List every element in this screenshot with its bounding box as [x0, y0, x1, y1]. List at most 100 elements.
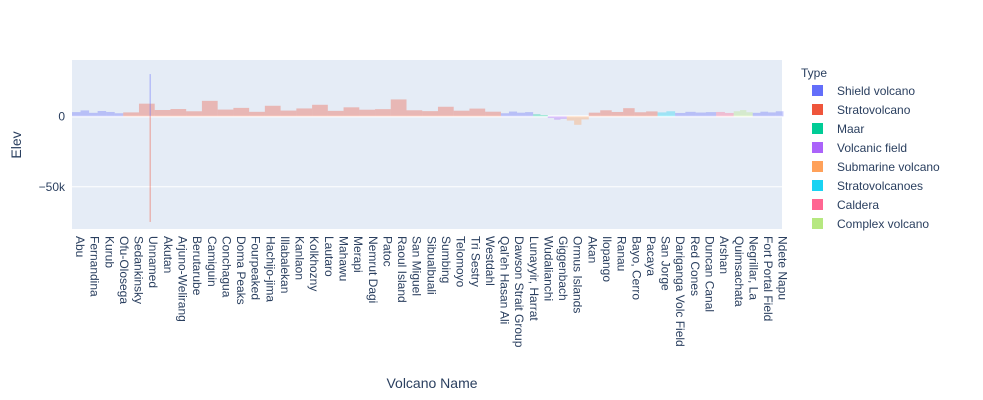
x-tick-label: Hachijo-jima	[263, 236, 277, 302]
x-tick-label: San Jorge	[659, 236, 673, 291]
x-axis-ticks: Abu Fernandina Kurub Ofu-Olosega Sedankinsky…	[73, 236, 790, 348]
bar	[233, 107, 250, 117]
bar	[406, 110, 423, 117]
legend-label: Maar	[837, 122, 864, 136]
x-tick-label: Berutarube	[190, 236, 204, 296]
legend-label: Submarine volcano	[837, 160, 940, 174]
bar	[525, 112, 534, 117]
bar	[312, 104, 328, 117]
y-axis-title: Elev	[8, 131, 24, 158]
x-tick-label: Doma Peaks	[234, 236, 248, 305]
bar	[186, 111, 202, 117]
bar	[327, 110, 344, 117]
legend-label: Complex volcano	[837, 217, 929, 231]
bar	[201, 100, 218, 117]
bar	[574, 116, 582, 125]
x-tick-label: Kurub	[102, 236, 116, 268]
x-tick-label: Ndete Napu	[776, 236, 790, 300]
bar	[675, 112, 686, 117]
x-tick-label: Sumbing	[439, 236, 453, 283]
x-tick-label: Sedankinsky	[132, 236, 146, 304]
bar	[517, 112, 526, 117]
bar	[97, 110, 107, 117]
bar	[666, 111, 676, 117]
x-tick-label: Kolkhozny	[307, 236, 321, 291]
x-tick-label: Sibualbuali	[424, 236, 438, 295]
x-tick-label: Illabalekan	[278, 236, 292, 293]
x-tick-label: Akan	[585, 236, 599, 263]
legend-label: Volcanic field	[837, 141, 907, 155]
bar	[533, 114, 541, 117]
bar	[746, 112, 753, 117]
bar	[80, 110, 90, 117]
bar	[106, 111, 115, 117]
bar	[138, 103, 155, 117]
bar	[72, 112, 81, 117]
bar	[390, 99, 407, 117]
x-tick-label: Lautaro	[322, 236, 336, 277]
x-tick-label: Lunayyir, Harrat	[527, 236, 541, 321]
x-tick-label: Abu	[73, 236, 87, 257]
plot-background	[72, 60, 782, 229]
x-tick-label: Ormus Islands	[571, 236, 585, 313]
bar	[359, 109, 376, 117]
bar	[775, 111, 784, 117]
y-axis-ticks: 0 −50k	[39, 109, 66, 193]
x-tick-label: Pacaya	[644, 236, 658, 276]
x-tick-label: Dawson Strait Group	[512, 236, 526, 348]
bar	[114, 113, 124, 117]
legend-swatch	[812, 85, 823, 96]
bar	[508, 111, 518, 117]
bar	[540, 115, 548, 117]
bar	[123, 112, 139, 117]
y-tick-label: 0	[58, 109, 65, 123]
bar	[740, 110, 747, 117]
legend-label: Caldera	[837, 198, 879, 212]
y-tick-label: −50k	[39, 180, 66, 194]
bar	[217, 109, 234, 117]
legend-title: Type	[801, 66, 827, 80]
bar	[547, 116, 555, 119]
x-tick-label: Mahawu	[337, 236, 351, 281]
x-tick-label: Giggenbach	[556, 236, 570, 301]
x-tick-label: Ranau	[615, 236, 629, 271]
x-tick-label: Ilopango	[600, 236, 614, 282]
legend-swatch	[812, 142, 823, 153]
bar	[500, 113, 509, 117]
x-tick-label: Akutan	[161, 236, 175, 273]
legend-swatch	[812, 180, 823, 191]
bar	[581, 116, 589, 120]
bar	[566, 116, 575, 121]
x-tick-label: Unnamed	[146, 236, 160, 288]
bars	[72, 74, 784, 222]
bar	[422, 111, 438, 117]
x-tick-label: Red Cones	[688, 236, 702, 296]
x-tick-label: Patoc	[380, 236, 394, 267]
bar	[695, 112, 706, 117]
x-tick-label: Bayo, Cerro	[629, 236, 643, 300]
x-tick-label: Westdahl	[483, 236, 497, 286]
x-tick-label: Qal'eh Hasan Ali	[498, 236, 512, 324]
x-tick-label: Fort Portal Field	[761, 236, 775, 321]
bar	[375, 109, 391, 117]
legend: Shield volcano Stratovolcano Maar Volcanic …	[812, 84, 940, 231]
legend-label: Stratovolcano	[837, 103, 911, 117]
x-tick-label: Duncan Canal	[702, 236, 716, 312]
x-tick-label: Negrillar, La	[746, 236, 760, 300]
bar	[469, 108, 486, 117]
bar	[724, 112, 734, 117]
bar	[685, 111, 696, 117]
bar	[716, 111, 725, 117]
bar	[249, 111, 265, 117]
x-tick-label: Fernandina	[88, 236, 102, 297]
bar	[343, 107, 360, 117]
x-tick-label: Conchagua	[219, 236, 233, 298]
x-tick-label: Camiguin	[205, 236, 219, 287]
legend-swatch	[812, 104, 823, 115]
legend-swatch	[812, 218, 823, 229]
bar	[280, 110, 297, 117]
bar	[657, 112, 667, 117]
x-tick-label: Arshan	[717, 236, 731, 274]
bar	[588, 112, 601, 117]
